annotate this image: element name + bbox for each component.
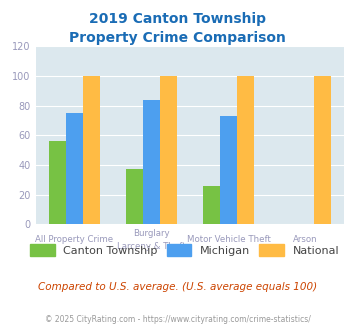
Text: Burglary: Burglary [133, 229, 170, 238]
Bar [220, 116, 237, 224]
Bar [66, 113, 83, 224]
Bar [83, 76, 100, 224]
Text: Compared to U.S. average. (U.S. average equals 100): Compared to U.S. average. (U.S. average … [38, 282, 317, 292]
Bar [237, 76, 254, 224]
Text: 2019 Canton Township: 2019 Canton Township [89, 12, 266, 25]
Text: Larceny & Theft: Larceny & Theft [117, 242, 186, 250]
Bar [314, 76, 331, 224]
Bar [160, 76, 177, 224]
Bar [203, 186, 220, 224]
Text: All Property Crime: All Property Crime [35, 235, 113, 244]
Bar [49, 141, 66, 224]
Bar [143, 100, 160, 224]
Text: Motor Vehicle Theft: Motor Vehicle Theft [187, 235, 271, 244]
Text: Arson: Arson [294, 235, 318, 244]
Legend: Canton Township, Michigan, National: Canton Township, Michigan, National [26, 240, 344, 260]
Text: Property Crime Comparison: Property Crime Comparison [69, 31, 286, 45]
Text: © 2025 CityRating.com - https://www.cityrating.com/crime-statistics/: © 2025 CityRating.com - https://www.city… [45, 315, 310, 324]
Bar [126, 170, 143, 224]
